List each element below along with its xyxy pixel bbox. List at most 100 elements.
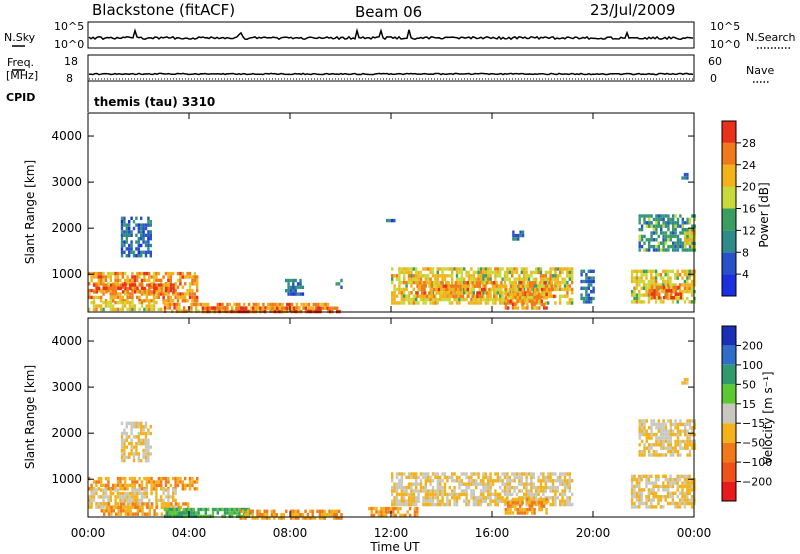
scatter-cell: [662, 234, 665, 239]
scatter-cell: [666, 484, 670, 489]
scatter-cell: [433, 287, 436, 292]
scatter-cell: [415, 482, 418, 486]
scatter-cell: [499, 270, 502, 275]
scatter-cell: [669, 484, 672, 489]
scatter-cell: [165, 502, 168, 506]
scatter-cell: [674, 214, 677, 218]
scatter-cell: [441, 496, 444, 500]
scatter-cell: [120, 431, 124, 436]
scatter-cell: [501, 294, 504, 298]
scatter-cell: [531, 296, 534, 300]
scatter-cell: [657, 488, 660, 492]
scatter-cell: [545, 507, 548, 512]
scatter-cell: [451, 492, 454, 497]
scatter-cell: [116, 282, 120, 286]
scatter-cell: [197, 511, 200, 515]
scatter-cell: [144, 425, 148, 429]
scatter-cell: [157, 498, 160, 502]
scatter-cell: [191, 476, 194, 481]
scatter-cell: [119, 505, 123, 510]
scatter-cell: [117, 505, 120, 510]
scatter-cell: [412, 499, 415, 503]
scatter-cell: [311, 509, 314, 513]
scatter-cell: [95, 502, 98, 506]
scatter-cell: [144, 459, 148, 463]
scatter-cell: [184, 483, 187, 488]
scatter-cell: [487, 274, 490, 278]
scatter-cell: [587, 300, 590, 304]
scatter-cell: [662, 505, 665, 509]
scatter-cell: [440, 294, 443, 299]
scatter-cell: [204, 306, 207, 310]
scatter-cell: [528, 501, 531, 505]
scatter-cell: [186, 292, 189, 296]
scatter-cell: [645, 293, 648, 297]
colorbar-swatch: [722, 326, 736, 346]
scatter-cell: [523, 485, 526, 490]
scatter-cell: [635, 293, 639, 297]
scatter-cell: [679, 238, 682, 242]
scatter-cell: [211, 306, 214, 310]
scatter-cell: [309, 516, 312, 520]
scatter-cell: [652, 484, 655, 489]
scatter-cell: [503, 502, 507, 507]
scatter-cell: [453, 267, 456, 271]
scatter-cell: [107, 480, 110, 484]
scatter-cell: [128, 247, 131, 251]
scatter-cell: [503, 274, 507, 278]
scatter-cell: [282, 516, 286, 520]
scatter-cell: [693, 439, 696, 444]
scatter-cell: [525, 485, 528, 490]
scatter-cell: [107, 487, 110, 491]
scatter-cell: [671, 491, 675, 495]
scatter-cell: [642, 269, 646, 273]
scatter-cell: [410, 280, 413, 285]
scatter-cell: [184, 282, 187, 286]
scatter-cell: [257, 309, 260, 313]
scatter-cell: [123, 442, 126, 446]
scatter-cell: [530, 274, 533, 278]
scatter-cell: [126, 483, 129, 488]
scatter-cell: [398, 280, 401, 285]
scatter-cell: [140, 278, 144, 283]
scatter-cell: [427, 502, 430, 507]
scatter-cell: [162, 498, 165, 502]
scatter-cell: [184, 476, 187, 481]
scatter-cell: [501, 482, 504, 486]
scatter-cell: [167, 299, 170, 303]
scatter-cell: [105, 502, 108, 506]
scatter-cell: [545, 296, 548, 300]
scatter-cell: [664, 241, 668, 245]
scatter-cell: [482, 492, 485, 497]
scatter-cell: [511, 504, 515, 508]
scatter-cell: [681, 439, 684, 444]
scatter-cell: [465, 492, 468, 497]
scatter-cell: [336, 306, 339, 310]
scatter-cell: [657, 474, 660, 478]
scatter-cell: [479, 301, 483, 305]
scatter-cell: [662, 426, 665, 430]
scatter-cell: [669, 495, 672, 499]
scatter-cell: [137, 226, 140, 231]
scatter-cell: [417, 287, 420, 292]
scatter-cell: [630, 505, 634, 509]
scatter-cell: [538, 281, 541, 285]
scatter-cell: [403, 489, 406, 493]
scatter-cell: [485, 281, 489, 285]
scatter-cell: [679, 439, 682, 444]
scatter-cell: [223, 309, 227, 313]
scatter-cell: [144, 455, 148, 459]
scatter-cell: [451, 496, 454, 500]
scatter-cell: [563, 482, 567, 486]
scatter-cell: [415, 297, 418, 302]
scatter-cell: [121, 476, 124, 481]
scatter-cell: [135, 216, 138, 220]
scatter-cell: [274, 302, 277, 307]
scatter-cell: [592, 286, 595, 290]
scatter-cell: [144, 448, 148, 453]
scatter-cell: [128, 233, 131, 237]
scatter-cell: [501, 277, 504, 281]
scatter-cell: [377, 510, 381, 514]
scatter-cell: [520, 277, 523, 281]
scatter-cell: [475, 482, 478, 486]
